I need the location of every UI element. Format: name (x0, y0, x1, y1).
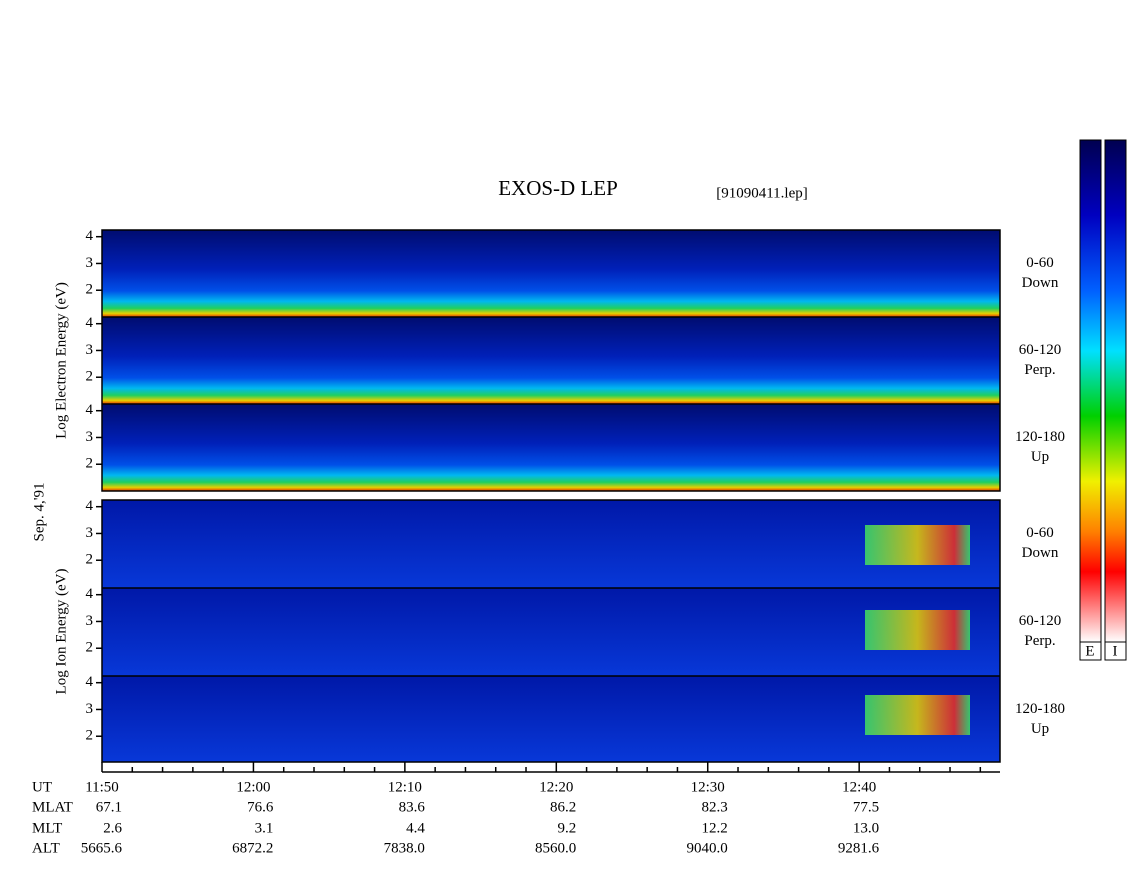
ephemeris-name: MLAT (32, 799, 73, 815)
ephemeris-value: 9281.6 (838, 840, 880, 856)
x-tick-label: 11:50 (85, 779, 119, 795)
colorbar-label: E (1085, 643, 1094, 659)
ephemeris-value: 13.0 (853, 820, 879, 836)
x-tick-label: 12:10 (388, 779, 422, 795)
ion-feature (865, 610, 970, 650)
y-tick-label: 2 (86, 369, 94, 385)
y-tick-label: 3 (86, 701, 94, 717)
ephemeris-value: 4.4 (406, 820, 425, 836)
panel-direction: Perp. (1024, 362, 1055, 378)
panel-image (102, 500, 1000, 588)
ephemeris-value: 8560.0 (535, 840, 576, 856)
y-tick-label: 4 (86, 228, 94, 244)
panel-image (102, 676, 1000, 762)
y-tick-label: 2 (86, 552, 94, 568)
panel-direction: Up (1031, 449, 1049, 465)
y-tick-label: 2 (86, 640, 94, 656)
y-axis-label: Log Ion Energy (eV) (53, 569, 69, 695)
panel-angle: 120-180 (1015, 701, 1065, 717)
panel-angle: 0-60 (1026, 525, 1054, 541)
y-tick-label: 4 (86, 498, 94, 514)
y-tick-label: 2 (86, 456, 94, 472)
panel-image (102, 588, 1000, 676)
ephemeris-value: 86.2 (550, 799, 576, 815)
y-tick-label: 4 (86, 315, 94, 331)
file-name: [91090411.lep] (716, 185, 808, 201)
ephemeris-name: UT (32, 779, 52, 795)
colorbars: E I (1079, 139, 1127, 661)
panel-image (102, 230, 1000, 317)
y-tick-label: 4 (86, 402, 94, 418)
y-tick-label: 3 (86, 525, 94, 541)
panel-angle: 60-120 (1019, 342, 1062, 358)
y-tick-label: 3 (86, 342, 94, 358)
ephemeris-name: MLT (32, 820, 62, 836)
ephemeris-value: 2.6 (103, 820, 122, 836)
frame (101, 499, 1001, 763)
ephemeris-value: 77.5 (853, 799, 879, 815)
ephemeris-name: ALT (32, 840, 60, 856)
y-tick-label: 2 (86, 728, 94, 744)
colorbar (1104, 139, 1127, 643)
panel-direction: Perp. (1024, 633, 1055, 649)
x-tick-label: 12:20 (539, 779, 573, 795)
y-axis-label: Log Electron Energy (eV) (53, 282, 69, 439)
colorbar-label: I (1113, 643, 1118, 659)
colorbar-box (1104, 641, 1127, 661)
colorbar (1079, 139, 1102, 643)
ephemeris-value: 3.1 (255, 820, 274, 836)
y-tick-label: 4 (86, 586, 94, 602)
y-tick-label: 4 (86, 674, 94, 690)
colorbar-box (1079, 641, 1102, 661)
ephemeris-value: 9.2 (558, 820, 577, 836)
ion-feature (865, 525, 970, 565)
ephemeris-value: 76.6 (247, 799, 274, 815)
frame (101, 229, 1001, 492)
panel-image (102, 404, 1000, 491)
ephemeris-value: 83.6 (399, 799, 426, 815)
x-tick-label: 12:40 (842, 779, 876, 795)
panel-angle: 60-120 (1019, 613, 1062, 629)
ephemeris-value: 6872.2 (232, 840, 273, 856)
ion-feature (865, 695, 970, 735)
panel-image (102, 317, 1000, 404)
x-tick-label: 12:30 (691, 779, 725, 795)
y-tick-label: 3 (86, 255, 94, 271)
x-tick-label: 12:00 (236, 779, 270, 795)
panel-direction: Down (1022, 275, 1059, 291)
y-tick-label: 3 (86, 429, 94, 445)
y-tick-label: 2 (86, 282, 94, 298)
ephemeris-value: 67.1 (96, 799, 122, 815)
panel-angle: 0-60 (1026, 255, 1054, 271)
panel-angle: 120-180 (1015, 429, 1065, 445)
spectrogram-images (101, 229, 1001, 763)
y-tick-label: 3 (86, 613, 94, 629)
panel-direction: Down (1022, 545, 1059, 561)
date-label: Sep. 4,'91 (31, 483, 47, 542)
ephemeris-value: 82.3 (701, 799, 727, 815)
ephemeris-value: 9040.0 (686, 840, 727, 856)
panel-direction: Up (1031, 721, 1049, 737)
ephemeris-value: 7838.0 (384, 840, 425, 856)
chart-title: EXOS-D LEP (498, 176, 618, 200)
ephemeris-value: 5665.6 (81, 840, 123, 856)
ephemeris-value: 12.2 (701, 820, 727, 836)
